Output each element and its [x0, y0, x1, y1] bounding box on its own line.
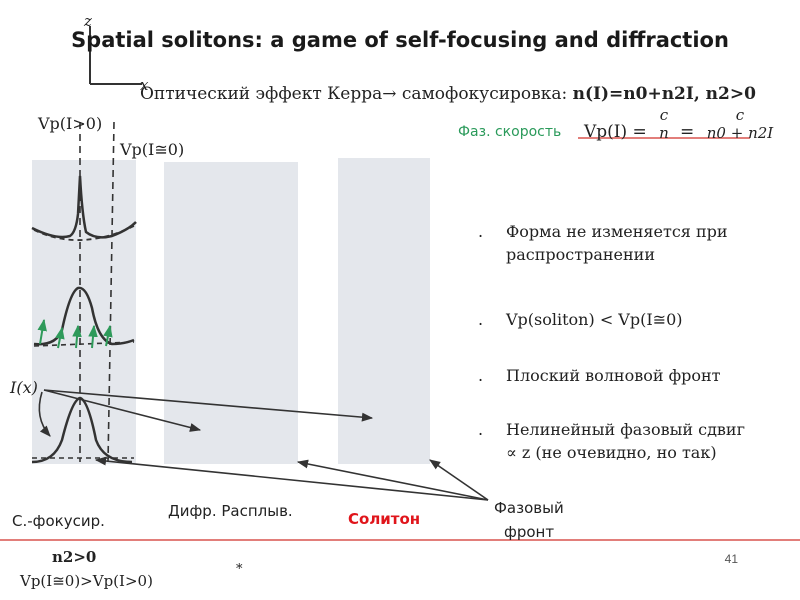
kerr-effect-line: Оптический эффект Керра→ самофокусировка…	[140, 84, 756, 104]
phase-front-arrows	[94, 456, 489, 501]
intensity-arrows	[38, 389, 374, 437]
panel-soliton	[338, 158, 430, 464]
bullet-velocity: . Vp(soliton) < Vp(I≅0)	[478, 310, 683, 329]
bullet-1-line2: распространении	[506, 245, 655, 264]
fraction-c-over-n: c n	[654, 106, 674, 142]
kerr-formula: n(I)=n0+n2I, n2>0	[572, 84, 756, 104]
label-diffraction: Дифр. Расплыв.	[168, 502, 293, 520]
bullet-4-line2: ∝ z (не очевидно, но так)	[506, 443, 717, 462]
coordinate-axes	[89, 26, 142, 85]
self-focusing-arrows	[37, 318, 113, 349]
kerr-text: Оптический эффект Керра→ самофокусировка…	[140, 84, 568, 104]
intensity-label: I(x)	[10, 378, 38, 397]
phase-front-line1: Фазовый	[494, 499, 564, 517]
phase-velocity-lhs: Vp(I) =	[584, 122, 647, 142]
panel-self-focusing	[32, 160, 136, 464]
vp-zero-guide	[107, 121, 115, 463]
footer-vp-relation: Vp(I≅0)>Vp(I>0)	[20, 572, 153, 590]
slide-title: Spatial solitons: a game of self-focusin…	[71, 28, 729, 52]
bullet-flat-front: . Плоский волновой фронт	[478, 366, 721, 385]
phase-velocity-label: Фаз. скорость	[458, 124, 562, 140]
vp-high-label: Vp(I>0)	[38, 114, 103, 133]
footer-n2: n2>0	[52, 548, 97, 566]
footer-asterisk: *	[236, 562, 243, 577]
bullet-phase-shift: . Нелинейный фазовый сдвиг ∝ z (не очевид…	[478, 420, 745, 462]
slide-number: 41	[724, 552, 738, 566]
label-soliton: Солитон	[348, 510, 421, 528]
bullet-1-line1: Форма не изменяется при	[506, 222, 728, 241]
profile-top	[31, 175, 137, 241]
x-axis-label: x	[140, 76, 149, 94]
fraction1-denominator: n	[659, 124, 669, 142]
phase-front-label: Фазовый фронт	[494, 496, 564, 544]
z-axis-label: z	[84, 12, 92, 30]
fraction2-denominator: n0 + n2I	[706, 124, 774, 142]
phase-velocity-eq: =	[680, 122, 695, 142]
panel-diffraction	[164, 162, 298, 464]
fraction-c-over-n0-n2i: c n0 + n2I	[700, 106, 780, 142]
bullet-shape-unchanged: . Форма не изменяется при распространении	[478, 222, 728, 264]
bullet-2-line1: Vp(soliton) < Vp(I≅0)	[506, 310, 683, 329]
profile-bottom	[31, 396, 134, 464]
bullet-3-line1: Плоский волновой фронт	[506, 366, 721, 385]
fraction2-numerator: c	[735, 106, 745, 124]
bullet-4-line1: Нелинейный фазовый сдвиг	[506, 420, 745, 439]
vp-zero-label: Vp(I≅0)	[120, 140, 185, 159]
phase-front-line2: фронт	[504, 523, 555, 541]
fraction1-numerator: c	[659, 106, 669, 124]
label-self-focusing: С.-фокусир.	[12, 512, 105, 530]
